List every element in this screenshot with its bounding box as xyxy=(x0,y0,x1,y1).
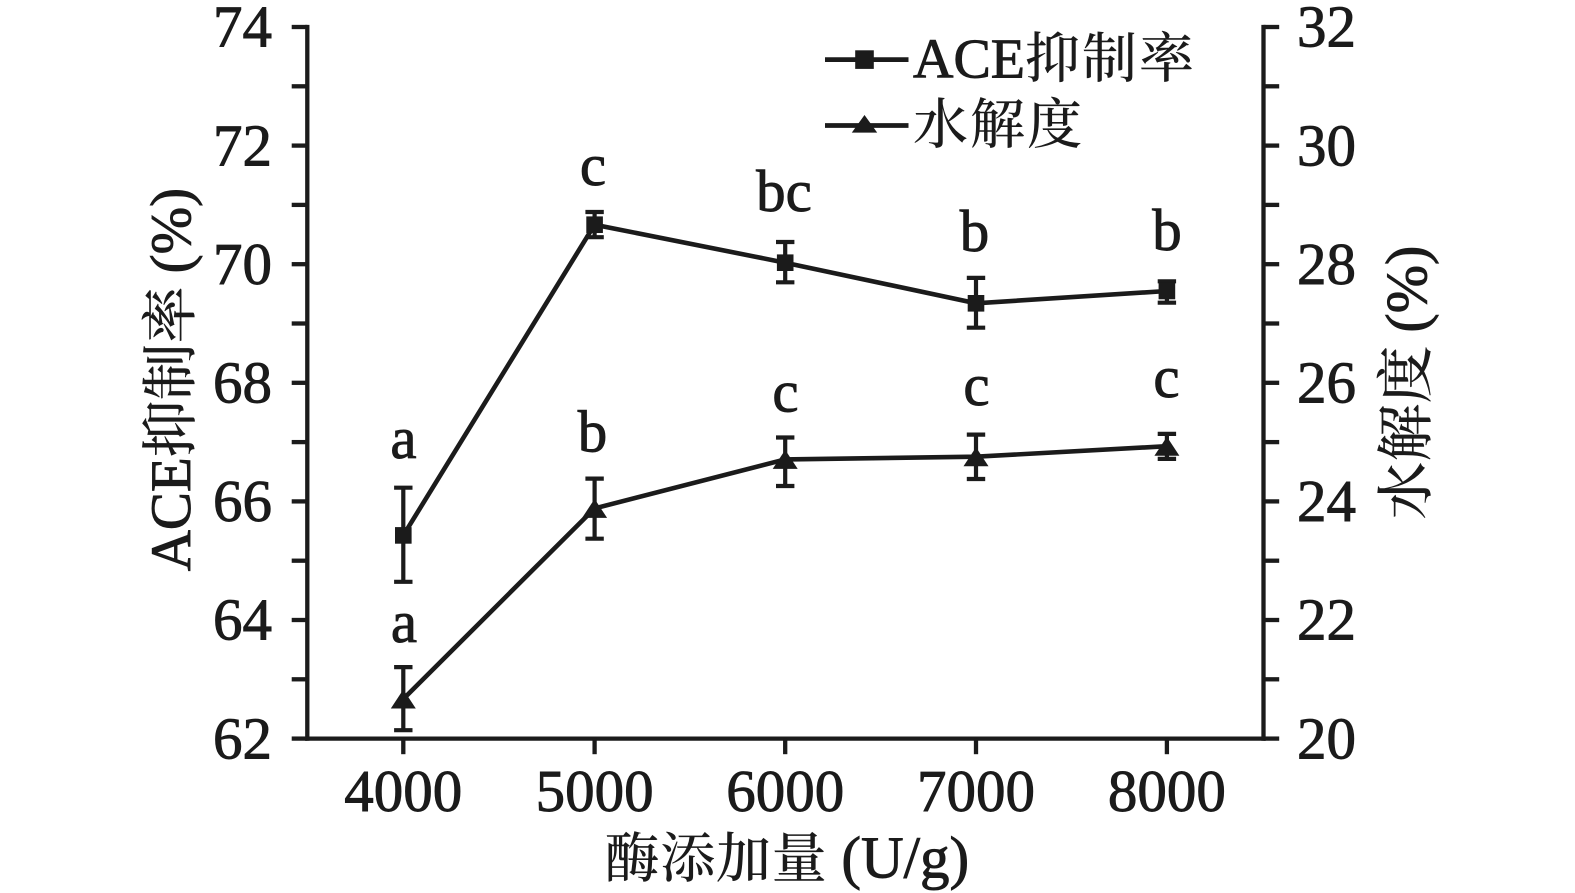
svg-text:7000: 7000 xyxy=(917,758,1035,824)
svg-text:66: 66 xyxy=(213,468,272,534)
svg-text:b: b xyxy=(1152,197,1182,263)
svg-text:8000: 8000 xyxy=(1108,758,1226,824)
svg-text:26: 26 xyxy=(1297,350,1356,416)
svg-text:64: 64 xyxy=(213,587,272,653)
svg-text:c: c xyxy=(772,359,798,425)
svg-text:24: 24 xyxy=(1297,468,1356,534)
svg-text:(%): (%) xyxy=(140,188,203,273)
svg-text:72: 72 xyxy=(213,112,272,178)
svg-text:b: b xyxy=(960,198,990,264)
svg-text:4000: 4000 xyxy=(344,758,462,824)
svg-text:32: 32 xyxy=(1297,0,1356,60)
svg-text:5000: 5000 xyxy=(536,758,654,824)
svg-text:20: 20 xyxy=(1297,705,1356,771)
svg-text:28: 28 xyxy=(1297,231,1356,297)
svg-text:22: 22 xyxy=(1297,587,1356,653)
svg-text:a: a xyxy=(390,405,416,471)
svg-text:6000: 6000 xyxy=(726,758,844,824)
svg-text:ACE: ACE xyxy=(913,29,1025,91)
svg-text:b: b xyxy=(578,399,608,465)
svg-text:30: 30 xyxy=(1297,112,1356,178)
svg-text:c: c xyxy=(1153,344,1179,410)
svg-text:c: c xyxy=(963,352,989,418)
svg-text:70: 70 xyxy=(213,231,272,297)
svg-text:(U/g): (U/g) xyxy=(841,825,969,891)
svg-text:ACE: ACE xyxy=(140,457,203,571)
svg-text:62: 62 xyxy=(213,705,272,771)
svg-text:bc: bc xyxy=(756,158,812,224)
svg-text:(%): (%) xyxy=(1374,246,1439,333)
svg-text:74: 74 xyxy=(213,0,272,60)
svg-text:c: c xyxy=(580,132,606,198)
svg-text:68: 68 xyxy=(213,350,272,416)
svg-text:a: a xyxy=(391,589,417,655)
